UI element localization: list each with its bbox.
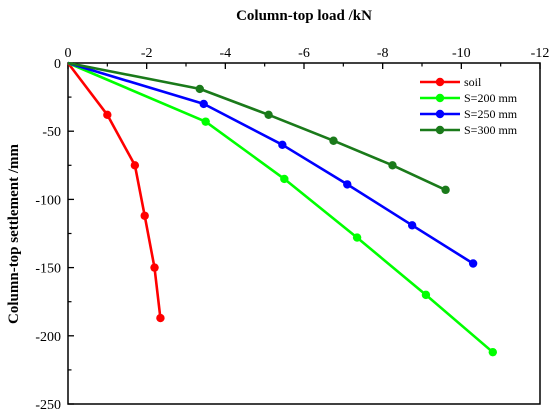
legend-swatch-marker <box>435 125 445 135</box>
y-tick-label: -100 <box>35 193 61 208</box>
series-line <box>66 62 162 319</box>
y-tick-label: -200 <box>35 330 61 345</box>
data-point <box>264 110 273 120</box>
x-tick-label: -4 <box>219 46 231 61</box>
data-point <box>488 347 497 357</box>
data-point <box>468 259 478 268</box>
legend-swatch-marker <box>435 109 445 119</box>
axes-layer: 0 -2 -4 -6 -8 -10 -12 0 -50 -100 -150 -200 -250 <box>35 46 549 413</box>
x-tick-label: 0 <box>65 46 72 61</box>
data-point <box>280 174 289 184</box>
legend-swatch-marker <box>435 77 445 87</box>
data-point <box>140 211 149 220</box>
data-point <box>195 84 204 94</box>
data-point <box>329 136 338 145</box>
x-axis-title: Column-top load /kN <box>236 8 372 24</box>
legend-item: S=200 mm <box>420 91 518 105</box>
legend: soil S=200 mm S=250 mm S=300 mm <box>420 75 518 137</box>
series-soil <box>66 62 165 323</box>
data-point <box>103 110 112 120</box>
data-point <box>278 140 287 150</box>
x-tick-label: -8 <box>377 46 389 61</box>
legend-item: S=300 mm <box>420 123 518 137</box>
x-tick-label: -10 <box>452 46 471 61</box>
series-layer <box>66 61 497 357</box>
series-line <box>67 61 494 354</box>
series-s-200-mm <box>67 61 497 357</box>
data-point <box>441 185 450 195</box>
data-point <box>407 221 417 230</box>
x-tick-label: -12 <box>531 46 550 61</box>
data-point <box>130 161 140 170</box>
legend-label: S=300 mm <box>464 123 518 137</box>
legend-swatch-marker <box>435 93 445 103</box>
data-point <box>199 99 208 109</box>
data-point <box>150 263 159 272</box>
legend-item: S=250 mm <box>420 107 518 121</box>
legend-label: S=250 mm <box>464 107 518 121</box>
legend-item: soil <box>420 75 482 89</box>
y-tick-label: 0 <box>54 57 61 72</box>
series-s-300-mm <box>67 61 450 195</box>
y-axis-title: Column-top settlement /mm <box>6 144 22 324</box>
y-tick-label: -50 <box>42 125 61 140</box>
data-point <box>343 180 352 189</box>
series-s-250-mm <box>67 61 478 268</box>
data-point <box>156 313 165 323</box>
data-point <box>388 161 397 170</box>
data-point <box>201 117 210 126</box>
data-point <box>352 233 362 242</box>
y-tick-label: -150 <box>35 262 61 277</box>
legend-label: soil <box>464 75 482 89</box>
y-tick-label: -250 <box>35 398 61 413</box>
legend-label: S=200 mm <box>464 91 518 105</box>
series-line <box>67 61 447 192</box>
series-line <box>67 61 474 265</box>
x-tick-label: -6 <box>298 46 310 61</box>
data-point <box>421 290 431 300</box>
x-tick-label: -2 <box>141 46 153 61</box>
